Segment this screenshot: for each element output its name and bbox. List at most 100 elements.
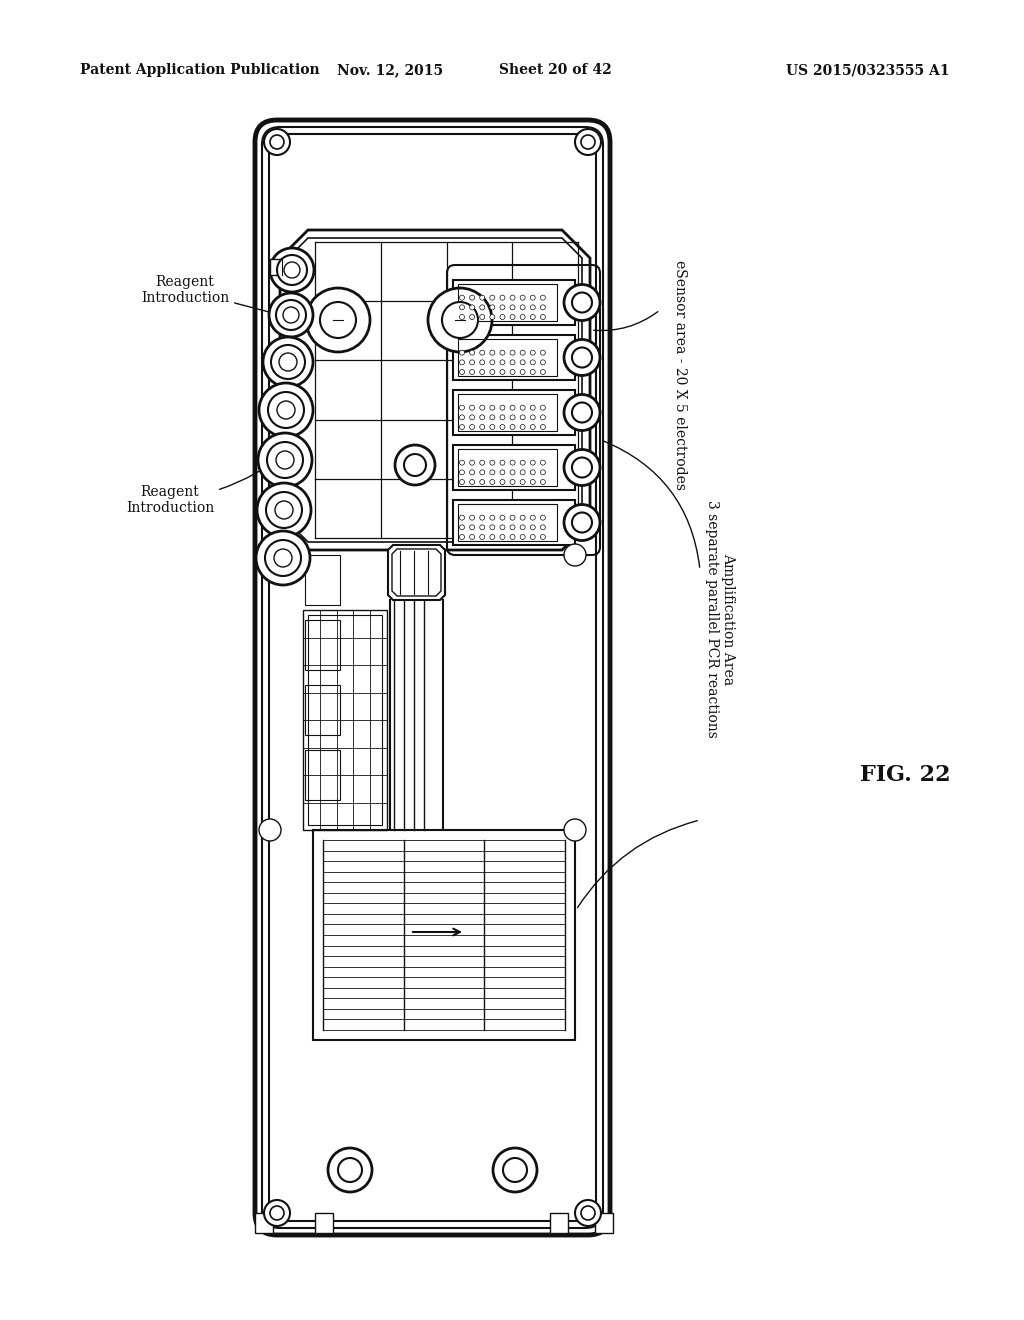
Circle shape <box>572 512 592 532</box>
Circle shape <box>470 305 474 310</box>
Circle shape <box>564 285 600 321</box>
Circle shape <box>541 470 546 475</box>
Circle shape <box>460 479 465 484</box>
Circle shape <box>460 414 465 420</box>
Circle shape <box>500 515 505 520</box>
Circle shape <box>510 515 515 520</box>
Circle shape <box>460 405 465 411</box>
Circle shape <box>489 350 495 355</box>
Circle shape <box>500 414 505 420</box>
Circle shape <box>470 314 474 319</box>
Circle shape <box>530 370 536 375</box>
Circle shape <box>460 360 465 364</box>
Circle shape <box>479 350 484 355</box>
Circle shape <box>479 525 484 529</box>
Circle shape <box>500 370 505 375</box>
Circle shape <box>581 135 595 149</box>
Circle shape <box>259 818 281 841</box>
Circle shape <box>500 305 505 310</box>
Circle shape <box>530 525 536 529</box>
Circle shape <box>510 314 515 319</box>
Circle shape <box>520 305 525 310</box>
Circle shape <box>460 296 465 300</box>
Circle shape <box>489 535 495 540</box>
Circle shape <box>284 261 300 279</box>
Bar <box>305 620 340 671</box>
Bar <box>458 504 557 541</box>
Circle shape <box>510 470 515 475</box>
Bar <box>453 445 575 490</box>
Circle shape <box>530 515 536 520</box>
Circle shape <box>258 433 312 487</box>
Circle shape <box>489 405 495 411</box>
Circle shape <box>460 525 465 529</box>
Circle shape <box>500 350 505 355</box>
Circle shape <box>270 248 314 292</box>
Circle shape <box>259 544 281 566</box>
Circle shape <box>264 1200 290 1226</box>
Circle shape <box>503 1158 527 1181</box>
Circle shape <box>404 454 426 477</box>
Circle shape <box>520 525 525 529</box>
Circle shape <box>541 405 546 411</box>
Circle shape <box>510 414 515 420</box>
Circle shape <box>530 414 536 420</box>
Circle shape <box>269 293 313 337</box>
Circle shape <box>572 403 592 422</box>
Bar <box>458 393 557 432</box>
Circle shape <box>541 414 546 420</box>
Circle shape <box>530 296 536 300</box>
Circle shape <box>572 458 592 478</box>
Text: eSensor area - 20 X 5 electrodes: eSensor area - 20 X 5 electrodes <box>673 260 687 490</box>
Circle shape <box>460 515 465 520</box>
Circle shape <box>541 314 546 319</box>
Circle shape <box>460 425 465 429</box>
Circle shape <box>319 302 356 338</box>
Circle shape <box>572 293 592 313</box>
Circle shape <box>489 414 495 420</box>
Circle shape <box>270 135 284 149</box>
Circle shape <box>564 395 600 430</box>
Circle shape <box>520 470 525 475</box>
Circle shape <box>266 492 302 528</box>
Circle shape <box>428 288 492 352</box>
Circle shape <box>530 535 536 540</box>
Text: Reagent
Introduction: Reagent Introduction <box>141 275 335 329</box>
Circle shape <box>460 470 465 475</box>
Circle shape <box>460 535 465 540</box>
Bar <box>453 335 575 380</box>
Circle shape <box>470 479 474 484</box>
Circle shape <box>470 470 474 475</box>
Bar <box>458 339 557 376</box>
Circle shape <box>279 352 297 371</box>
Circle shape <box>500 535 505 540</box>
Circle shape <box>500 360 505 364</box>
Circle shape <box>265 540 301 576</box>
Circle shape <box>470 515 474 520</box>
Circle shape <box>564 339 600 375</box>
Circle shape <box>530 405 536 411</box>
Text: Amplification Area
3 separate parallel PCR reactions: Amplification Area 3 separate parallel P… <box>705 500 735 738</box>
Text: Sheet 20 of 42: Sheet 20 of 42 <box>499 63 611 77</box>
Circle shape <box>520 350 525 355</box>
Bar <box>308 615 382 825</box>
Circle shape <box>530 314 536 319</box>
Circle shape <box>278 401 295 418</box>
Circle shape <box>283 308 299 323</box>
Text: Nov. 12, 2015: Nov. 12, 2015 <box>337 63 443 77</box>
Circle shape <box>395 445 435 484</box>
Circle shape <box>500 425 505 429</box>
Polygon shape <box>280 230 590 550</box>
Circle shape <box>479 425 484 429</box>
Circle shape <box>575 1200 601 1226</box>
Circle shape <box>530 479 536 484</box>
Circle shape <box>541 425 546 429</box>
Circle shape <box>278 255 307 285</box>
Circle shape <box>541 305 546 310</box>
Bar <box>305 554 340 605</box>
Circle shape <box>564 544 586 566</box>
Text: US 2015/0323555 A1: US 2015/0323555 A1 <box>786 63 950 77</box>
Circle shape <box>479 305 484 310</box>
Circle shape <box>479 479 484 484</box>
Circle shape <box>541 461 546 465</box>
